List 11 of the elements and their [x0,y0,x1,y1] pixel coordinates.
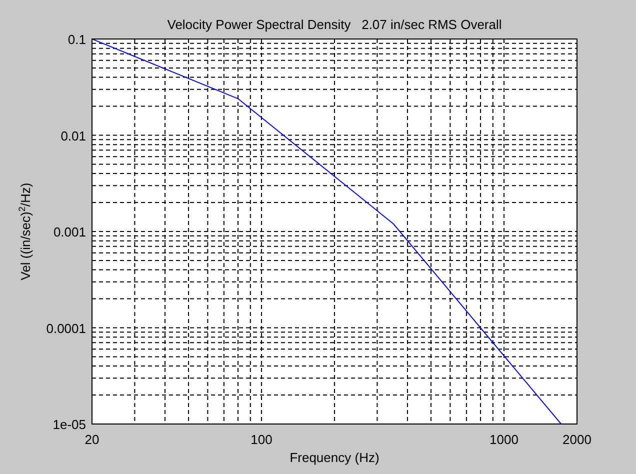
x-tick-label: 2000 [562,432,592,447]
y-tick-label: 0.01 [60,128,86,144]
x-tick-label: 20 [84,432,100,447]
x-tick-label: 100 [250,432,272,447]
x-axis-title: Frequency (Hz) [290,450,380,465]
x-tick-label: 1000 [490,432,518,447]
y-tick-label: 0.0001 [46,320,86,336]
y-tick-label: 0.001 [53,224,86,240]
y-tick-label: 0.1 [68,32,86,47]
y-tick-label: 1e-05 [52,417,86,432]
chart-title: Velocity Power Spectral Density 2.07 in/sec RMS Overall [167,17,502,32]
